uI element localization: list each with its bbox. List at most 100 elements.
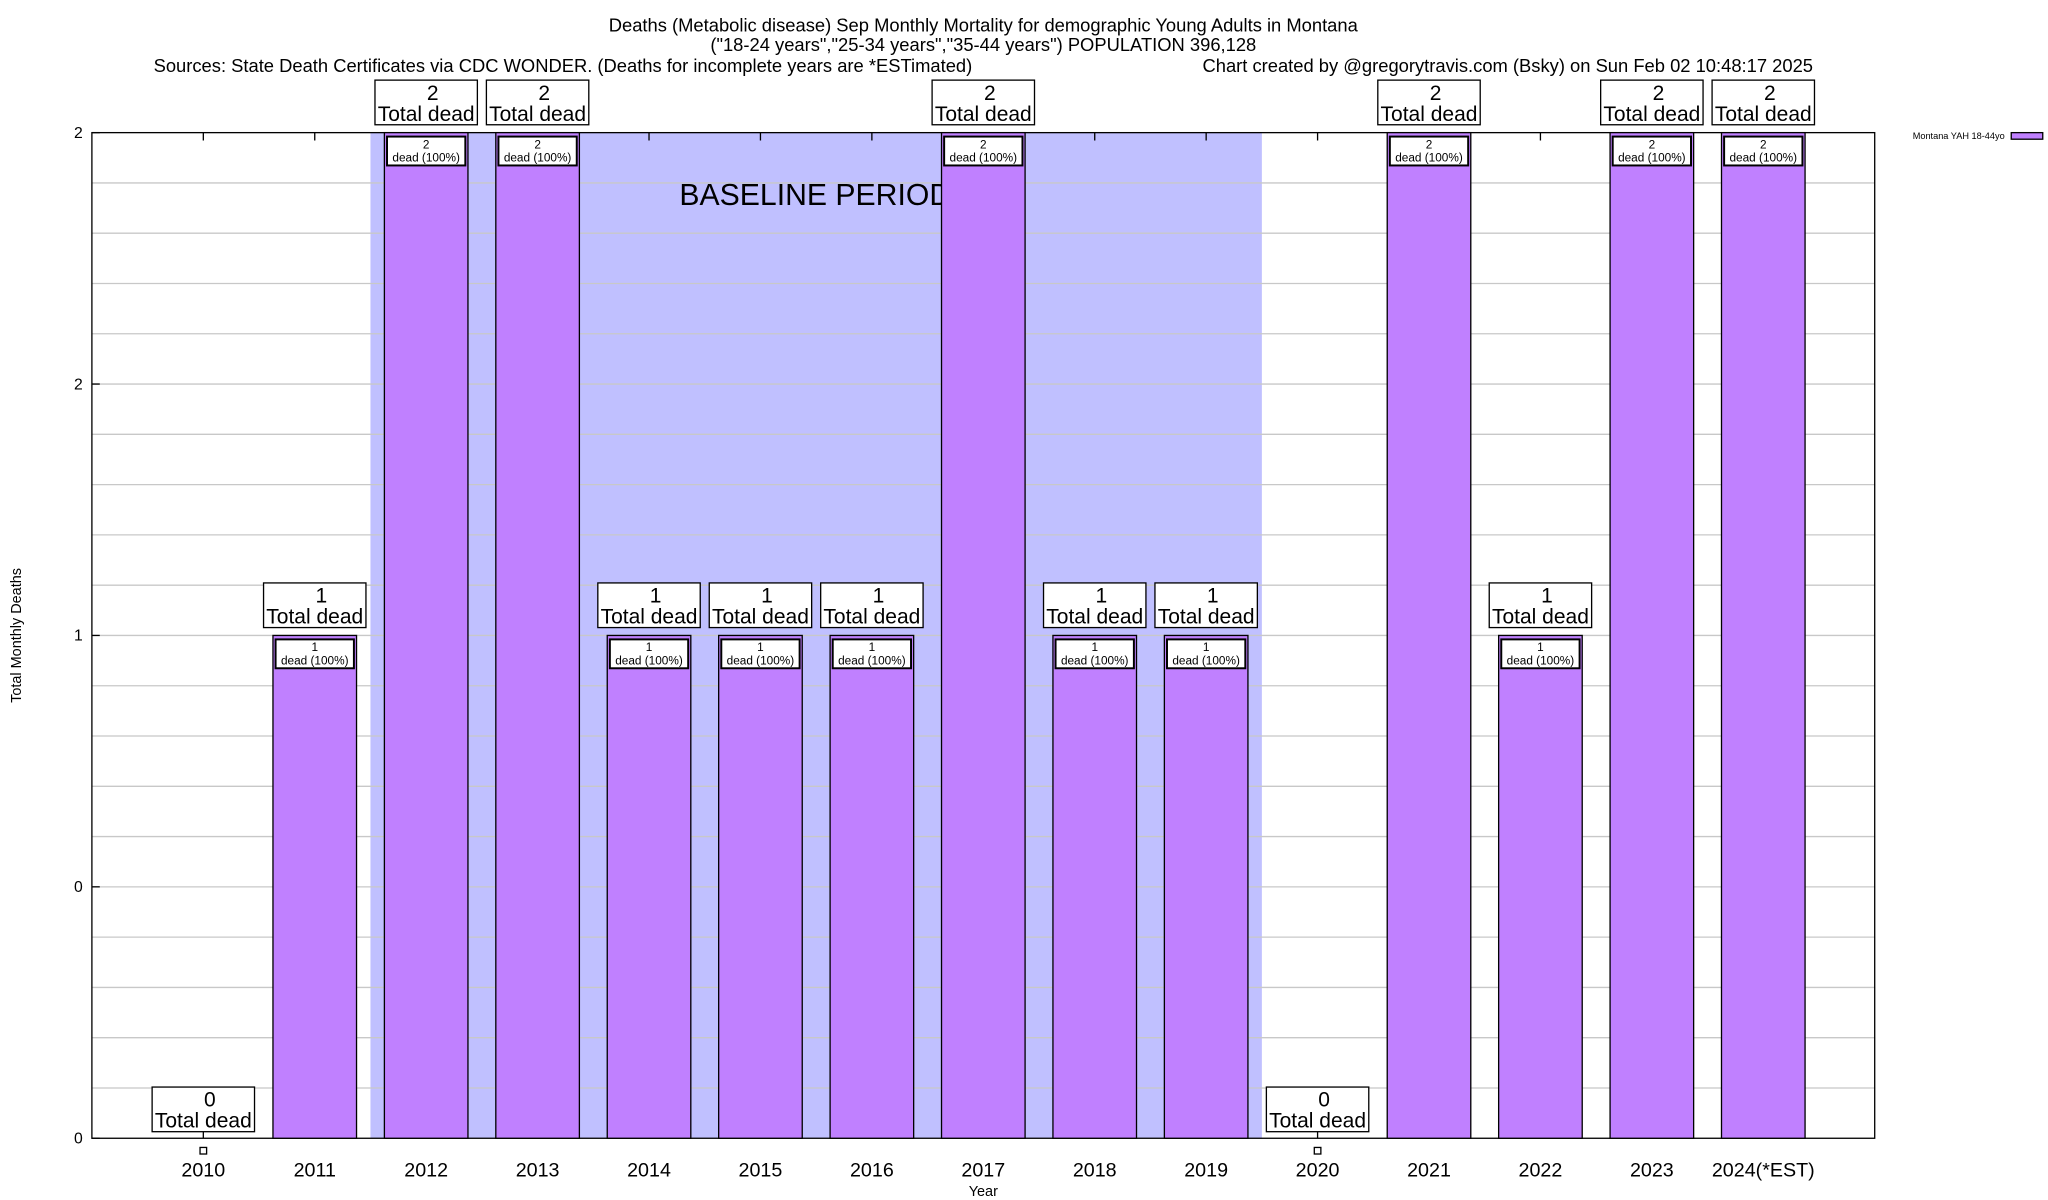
total-label-box (1265, 1086, 1370, 1133)
bar-inner-value: 1 (311, 640, 318, 654)
bar (1497, 634, 1583, 1139)
bar-inner-label: dead (100%) (1395, 151, 1463, 165)
x-tick-label: 2019 (1184, 1159, 1228, 1181)
total-label-box (151, 1086, 256, 1133)
bar-inner-label: dead (100%) (1507, 653, 1575, 667)
bar-inner-label-box (1611, 135, 1692, 167)
bar-inner-label: dead (100%) (1172, 653, 1240, 667)
total-label-value: 2 (427, 82, 439, 105)
y-tick-label: 1 (74, 628, 83, 645)
total-label-box (1600, 79, 1704, 126)
bar-inner-label: dead (100%) (281, 653, 349, 667)
total-label-text: Total dead (1492, 606, 1589, 629)
x-tick-label: 2024(*EST) (1712, 1159, 1815, 1181)
total-label-value: 1 (315, 585, 327, 608)
total-label-text: Total dead (489, 103, 586, 126)
x-tick-label: 2016 (850, 1159, 894, 1181)
x-tick-label: 2011 (294, 1159, 336, 1181)
x-axis-label: Year (969, 1184, 998, 1200)
total-label-value: 2 (538, 82, 550, 105)
bar-inner-label-box (831, 638, 913, 670)
total-label-text: Total dead (1603, 103, 1700, 126)
total-label-value: 2 (1430, 82, 1442, 105)
total-label-value: 1 (1095, 585, 1107, 608)
legend-label: Montana YAH 18-44yo (1913, 131, 2005, 141)
bar-inner-value: 1 (646, 640, 653, 654)
bar (1720, 131, 1806, 1139)
zero-marker (199, 1146, 208, 1155)
bar-inner-label: dead (100%) (727, 653, 795, 667)
total-label-text: Total dead (1381, 103, 1478, 126)
total-label-value: 0 (1318, 1089, 1330, 1112)
chart-credit: Chart created by @gregorytravis.com (Bsk… (1202, 55, 1813, 76)
bar-inner-label: dead (100%) (1061, 653, 1129, 667)
chart-title: Deaths (Metabolic disease) Sep Monthly M… (609, 15, 1359, 36)
total-label-value: 1 (1541, 585, 1553, 608)
bar-inner-label: dead (100%) (615, 653, 683, 667)
x-tick-label: 2020 (1296, 1159, 1340, 1181)
total-label-box (1488, 582, 1593, 629)
total-label-text: Total dead (1715, 103, 1812, 126)
y-tick-label: 0 (74, 1131, 83, 1148)
y-tick-label: 2 (74, 376, 83, 393)
total-label-text: Total dead (935, 103, 1032, 126)
bar (383, 131, 469, 1139)
bar-inner-label: dead (100%) (950, 151, 1018, 165)
bar-inner-label-box (274, 638, 355, 670)
total-label-text: Total dead (823, 606, 920, 629)
x-tick-label: 2017 (961, 1159, 1005, 1181)
total-label-box (597, 582, 701, 629)
total-label-text: Total dead (155, 1110, 252, 1133)
y-tick-label: 2 (74, 125, 83, 142)
bar (829, 634, 915, 1139)
bar-inner-label-box (386, 135, 467, 167)
x-tick-label: 2018 (1073, 1159, 1117, 1181)
total-label-box (708, 582, 813, 629)
bar-inner-label-box (943, 135, 1024, 167)
legend: Montana YAH 18-44yo (1913, 131, 2044, 141)
total-label-box (820, 582, 924, 629)
x-tick-label: 2015 (739, 1159, 783, 1181)
total-label-text: Total dead (1158, 606, 1255, 629)
total-label-box (262, 582, 367, 629)
bar (718, 634, 803, 1139)
total-label-value: 2 (984, 82, 996, 105)
bar-inner-label-box (1500, 638, 1581, 670)
chart-sources: Sources: State Death Certificates via CD… (154, 55, 973, 76)
chart-subtitle: ("18-24 years","25-34 years","35-44 year… (710, 34, 1256, 55)
x-tick-label: 2022 (1519, 1159, 1563, 1181)
bar-inner-value: 2 (423, 137, 430, 151)
bar-inner-label: dead (100%) (504, 151, 572, 165)
x-tick-label: 2023 (1630, 1159, 1674, 1181)
bar (940, 131, 1026, 1139)
bar-inner-value: 2 (1649, 137, 1656, 151)
bar (495, 131, 581, 1139)
bar-inner-label: dead (100%) (392, 151, 460, 165)
legend-swatch (2010, 131, 2044, 140)
bar-inner-label: dead (100%) (1730, 151, 1798, 165)
total-label-text: Total dead (266, 606, 363, 629)
total-label-box (1711, 79, 1816, 126)
bar-inner-value: 2 (534, 137, 541, 151)
bar (272, 634, 358, 1139)
total-label-text: Total dead (1269, 1110, 1366, 1133)
total-label-value: 2 (1653, 82, 1665, 105)
bar-inner-label-box (1054, 638, 1135, 670)
bar-inner-label-box (1166, 638, 1247, 670)
total-label-value: 0 (204, 1089, 216, 1112)
total-label-text: Total dead (1046, 606, 1143, 629)
baseline-label: BASELINE PERIOD (679, 179, 951, 212)
bar (606, 634, 692, 1139)
bar (1163, 634, 1249, 1139)
total-label-box (485, 79, 590, 126)
bar-inner-value: 1 (1091, 640, 1098, 654)
bar-inner-value: 2 (1426, 137, 1433, 151)
total-label-box (1154, 582, 1259, 629)
bar-inner-label-box (1388, 135, 1470, 167)
x-tick-label: 2010 (181, 1159, 225, 1181)
total-label-value: 1 (1207, 585, 1219, 608)
x-tick-label: 2013 (516, 1159, 560, 1181)
bar-inner-label: dead (100%) (1618, 151, 1686, 165)
